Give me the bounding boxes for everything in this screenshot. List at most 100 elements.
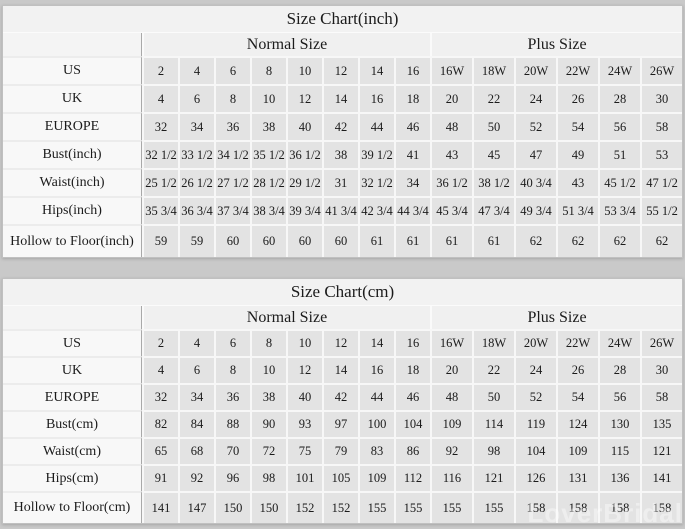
size-cell: 84 (178, 410, 214, 437)
size-cell: 155 (358, 491, 394, 523)
size-cell: 104 (394, 410, 430, 437)
size-cell: 44 3/4 (394, 196, 430, 224)
size-cell: 43 (430, 140, 472, 168)
size-cell: 22W (556, 56, 598, 84)
size-cell: 16 (394, 329, 430, 356)
size-cell: 49 (556, 140, 598, 168)
size-cell: 4 (178, 56, 214, 84)
size-cell: 90 (250, 410, 286, 437)
size-cell: 104 (514, 437, 556, 464)
size-cell: 121 (472, 464, 514, 491)
table-row: Hips(inch) 35 3/4 36 3/4 37 3/4 38 3/4 39 3/4… (3, 196, 683, 224)
size-cell: 35 3/4 (142, 196, 178, 224)
size-cell: 61 (472, 224, 514, 257)
size-cell: 12 (286, 84, 322, 112)
size-cell: 65 (142, 437, 178, 464)
size-cell: 32 (142, 112, 178, 140)
size-cell: 62 (514, 224, 556, 257)
size-cell: 44 (358, 383, 394, 410)
size-cell: 26 (556, 84, 598, 112)
size-cell: 92 (178, 464, 214, 491)
size-cell: 61 (394, 224, 430, 257)
size-cell: 50 (472, 383, 514, 410)
size-cell: 41 3/4 (322, 196, 358, 224)
row-label: Waist(cm) (3, 437, 142, 464)
size-cell: 155 (472, 491, 514, 523)
size-cell: 30 (640, 84, 683, 112)
table-row: US 2 4 6 8 10 12 14 16 16W 18W 20W 22W 24W 26W (3, 56, 683, 84)
size-cell: 53 3/4 (598, 196, 640, 224)
size-cell: 61 (358, 224, 394, 257)
size-cell: 48 (430, 112, 472, 140)
size-cell: 6 (178, 356, 214, 383)
size-cell: 38 (322, 140, 358, 168)
table-title: Size Chart(cm) (3, 279, 683, 306)
size-cell: 86 (394, 437, 430, 464)
size-cell: 43 (556, 168, 598, 196)
size-cell: 4 (178, 329, 214, 356)
size-cell: 37 3/4 (214, 196, 250, 224)
size-cell: 92 (430, 437, 472, 464)
size-cell: 29 1/2 (286, 168, 322, 196)
size-cell: 158 (598, 491, 640, 523)
size-cell: 58 (640, 383, 683, 410)
size-cell: 38 1/2 (472, 168, 514, 196)
size-cell: 109 (556, 437, 598, 464)
size-cell: 24W (598, 56, 640, 84)
size-cell: 124 (556, 410, 598, 437)
table-row: Waist(cm) 65 68 70 72 75 79 83 86 92 98 104 109 115 12… (3, 437, 683, 464)
size-cell: 6 (178, 84, 214, 112)
size-cell: 22 (472, 84, 514, 112)
row-label: Hollow to Floor(cm) (3, 491, 142, 523)
size-cell: 36 3/4 (178, 196, 214, 224)
size-cell: 16 (394, 56, 430, 84)
size-cell: 34 (178, 383, 214, 410)
size-cell: 119 (514, 410, 556, 437)
size-cell: 36 1/2 (430, 168, 472, 196)
size-cell: 25 1/2 (142, 168, 178, 196)
size-cell: 100 (358, 410, 394, 437)
size-cell: 20W (514, 56, 556, 84)
size-cell: 24 (514, 84, 556, 112)
size-cell: 114 (472, 410, 514, 437)
size-cell: 8 (250, 56, 286, 84)
size-chart-cm-section: Size Chart(cm) Normal Size Plus Size US 2 4 6 8… (2, 278, 685, 524)
size-cell: 116 (430, 464, 472, 491)
table-row: US 2 4 6 8 10 12 14 16 16W 18W 20W 22W 24W 26W (3, 329, 683, 356)
size-cell: 27 1/2 (214, 168, 250, 196)
size-cell: 34 (178, 112, 214, 140)
size-cell: 62 (598, 224, 640, 257)
size-cell: 16W (430, 56, 472, 84)
size-cell: 36 1/2 (286, 140, 322, 168)
size-cell: 54 (556, 112, 598, 140)
table-row: Hollow to Floor(inch) 59 59 60 60 60 60 61 61 61 6… (3, 224, 683, 257)
size-cell: 12 (322, 56, 358, 84)
size-cell: 20W (514, 329, 556, 356)
size-cell: 70 (214, 437, 250, 464)
size-cell: 82 (142, 410, 178, 437)
table-row: Bust(cm) 82 84 88 90 93 97 100 104 109 114 119 124 13… (3, 410, 683, 437)
size-cell: 158 (556, 491, 598, 523)
size-cell: 18 (394, 356, 430, 383)
size-cell: 32 1/2 (142, 140, 178, 168)
size-cell: 26W (640, 56, 683, 84)
size-cell: 56 (598, 383, 640, 410)
size-cell: 72 (250, 437, 286, 464)
group-header: Normal Size (142, 33, 430, 56)
size-cell: 32 1/2 (358, 168, 394, 196)
size-cell: 150 (214, 491, 250, 523)
row-label: Bust(cm) (3, 410, 142, 437)
size-cell: 4 (142, 84, 178, 112)
size-cell: 61 (430, 224, 472, 257)
size-cell: 45 (472, 140, 514, 168)
size-cell: 31 (322, 168, 358, 196)
size-cell: 68 (178, 437, 214, 464)
size-cell: 48 (430, 383, 472, 410)
size-cell: 97 (322, 410, 358, 437)
size-cell: 28 1/2 (250, 168, 286, 196)
group-header: Normal Size (142, 306, 430, 329)
size-cell: 54 (556, 383, 598, 410)
size-cell: 158 (640, 491, 683, 523)
size-cell: 96 (214, 464, 250, 491)
